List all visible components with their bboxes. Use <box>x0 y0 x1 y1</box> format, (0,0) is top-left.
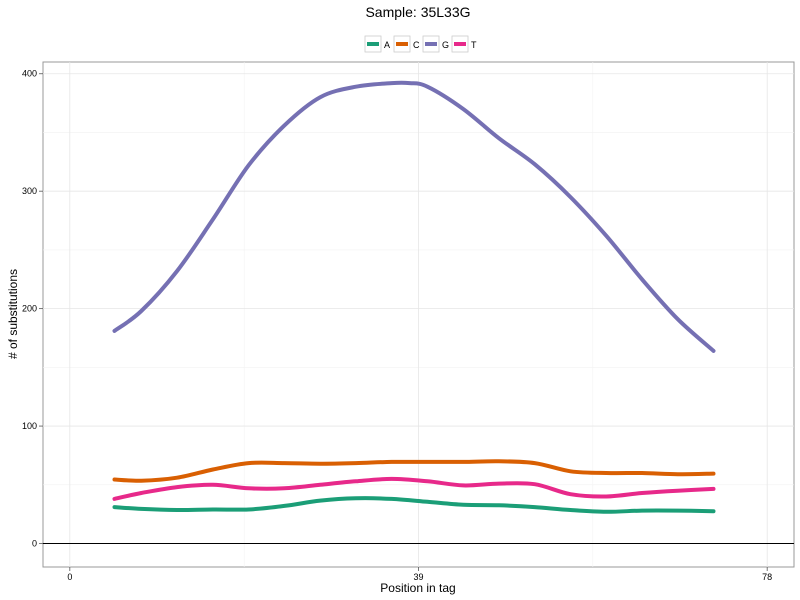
series-line-t <box>112 476 716 501</box>
y-tick-label: 200 <box>22 304 37 314</box>
legend-label: G <box>442 40 449 50</box>
series-line-c <box>112 459 716 483</box>
legend-item-a: A <box>364 35 390 53</box>
series-line-a <box>112 496 716 514</box>
legend-label: T <box>471 40 477 50</box>
legend-item-g: G <box>422 35 449 53</box>
x-tick-label: 39 <box>413 572 423 582</box>
axis-ticks: 0 39 78 0 100 200 300 400 <box>22 69 772 582</box>
y-tick-label: 400 <box>22 69 37 79</box>
x-axis-title: Position in tag <box>380 581 455 595</box>
legend-item-t: T <box>451 35 477 53</box>
legend-item-c: C <box>393 35 420 53</box>
y-tick-label: 300 <box>22 186 37 196</box>
x-tick-label: 78 <box>762 572 772 582</box>
legend-label: C <box>413 40 420 50</box>
legend-label: A <box>384 40 390 50</box>
chart-title: Sample: 35L33G <box>365 4 470 20</box>
series-line-g <box>112 80 716 353</box>
y-tick-label: 0 <box>32 539 37 549</box>
y-axis-title: # of substitutions <box>6 269 20 359</box>
series-lines <box>112 80 716 514</box>
y-tick-label: 100 <box>22 421 37 431</box>
x-tick-label: 0 <box>67 572 72 582</box>
